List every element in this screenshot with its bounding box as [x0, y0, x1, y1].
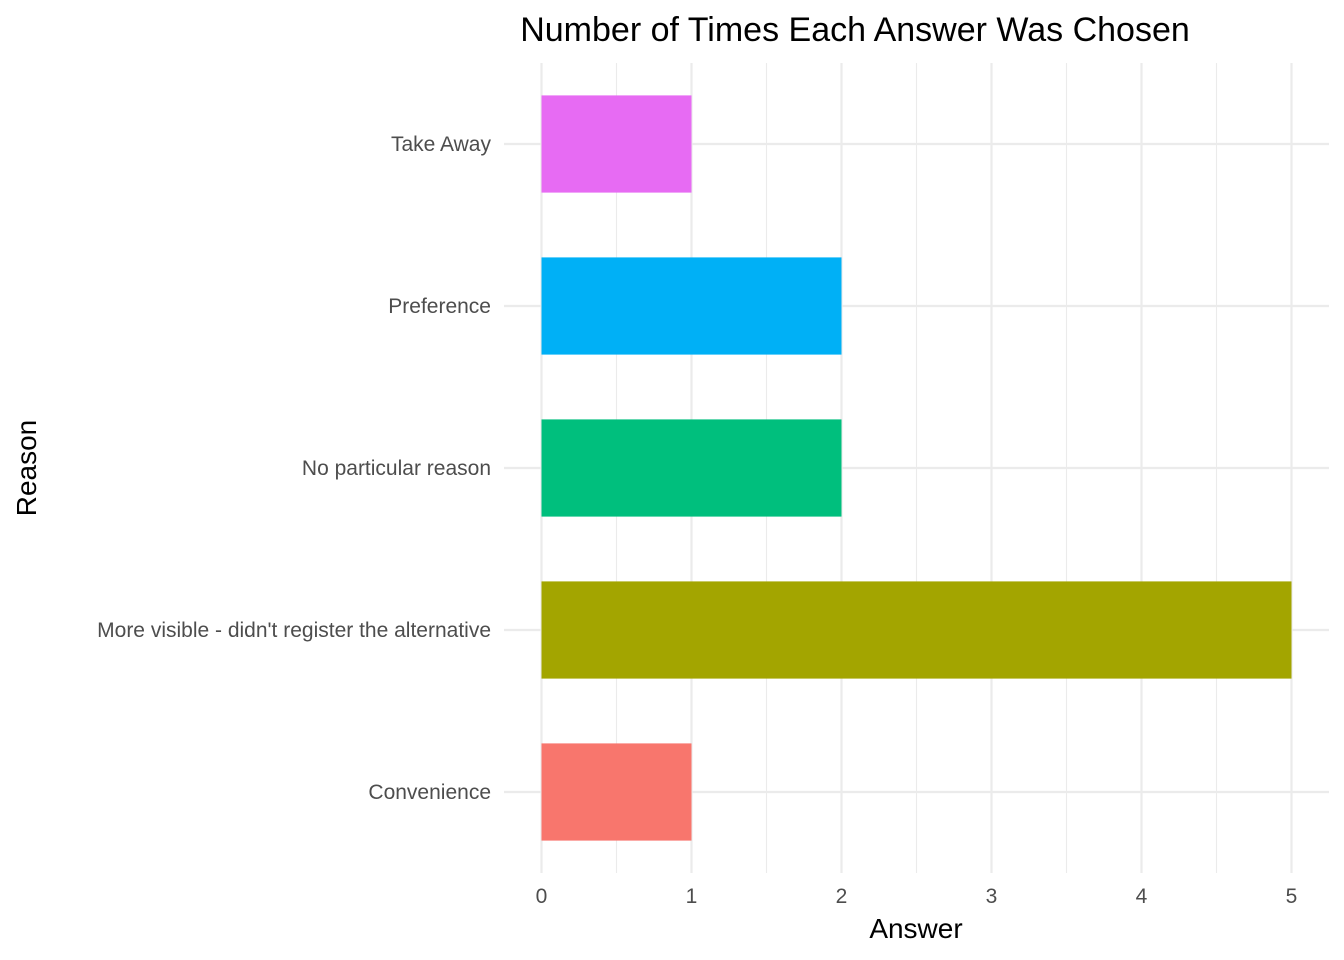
y-tick-label: More visible - didn't register the alter…: [97, 619, 491, 642]
x-axis-title: Answer: [869, 913, 962, 944]
x-tick-label: 5: [1286, 885, 1298, 908]
x-tick-label: 3: [986, 885, 998, 908]
y-axis-title: Reason: [11, 420, 42, 517]
chart-title: Number of Times Each Answer Was Chosen: [520, 11, 1190, 49]
bar: [541, 743, 692, 841]
y-tick-label: Take Away: [391, 133, 492, 156]
bars: [541, 95, 1292, 841]
x-tick-label: 4: [1136, 885, 1148, 908]
x-tick-label: 2: [836, 885, 848, 908]
y-tick-label: Preference: [388, 295, 491, 318]
bar: [541, 257, 842, 355]
bar: [541, 581, 1292, 679]
bar: [541, 95, 692, 193]
bar: [541, 419, 842, 517]
x-tick-label: 1: [686, 885, 698, 908]
y-tick-labels: Convenience More visible - didn't registe…: [97, 133, 491, 804]
y-tick-label: Convenience: [368, 781, 491, 804]
x-tick-labels: 0 1 2 3 4 5: [536, 885, 1298, 908]
y-tick-label: No particular reason: [302, 457, 491, 480]
x-tick-label: 0: [536, 885, 548, 908]
